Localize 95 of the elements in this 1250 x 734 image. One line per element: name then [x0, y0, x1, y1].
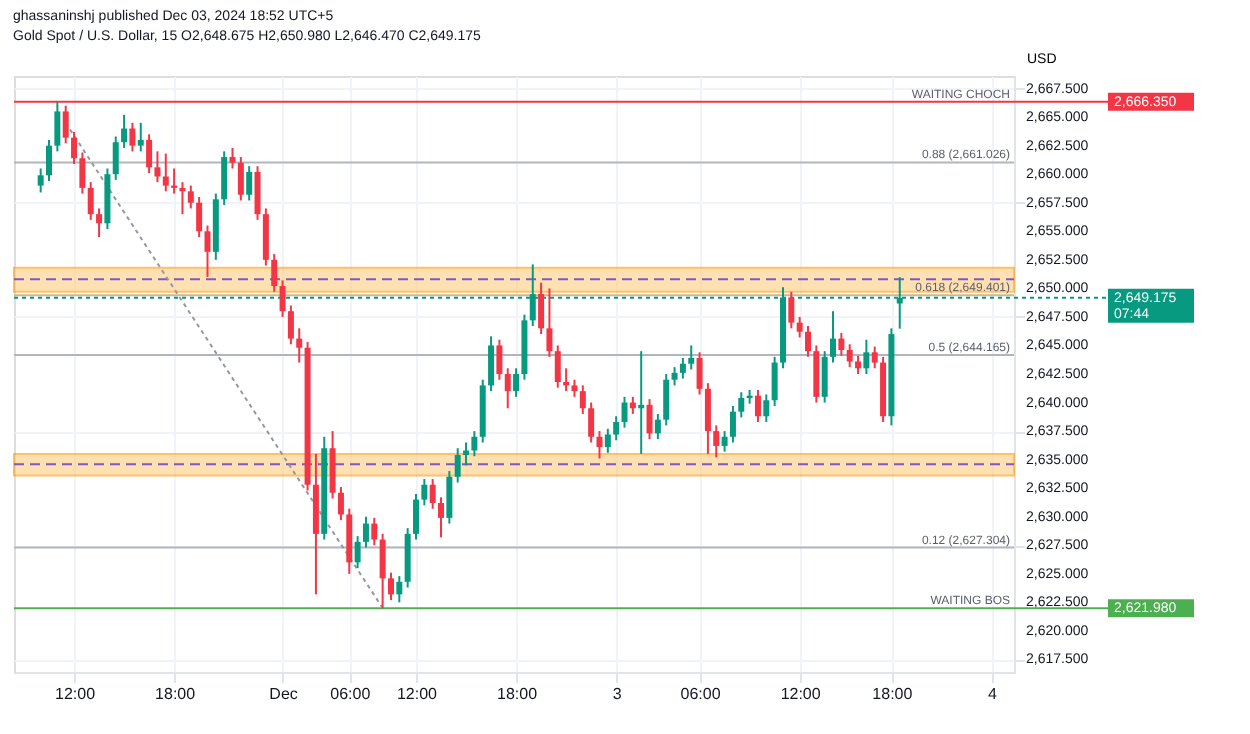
candlestick: [354, 535, 361, 570]
candlestick: [87, 181, 94, 221]
candlestick: [863, 338, 870, 375]
candlestick: [254, 165, 261, 221]
candlestick: [46, 138, 53, 183]
x-tick-label: 12:00: [780, 685, 822, 703]
candlestick: [371, 516, 378, 547]
candlestick: [771, 355, 778, 407]
x-tick-label: 12:00: [396, 685, 439, 703]
candlestick: [187, 184, 194, 210]
candlestick: [729, 404, 736, 444]
candlestick: [488, 335, 495, 393]
candlestick: [196, 196, 203, 238]
candlestick: [805, 325, 811, 358]
candlestick: [421, 478, 428, 507]
candlestick: [337, 486, 344, 522]
candlestick: [137, 121, 144, 153]
candlestick: [221, 150, 228, 207]
candlestick: [79, 151, 86, 195]
candlestick: [246, 165, 253, 202]
candlestick: [704, 382, 711, 455]
candlestick: [271, 253, 278, 293]
candlestick: [688, 344, 695, 371]
candlestick: [204, 224, 211, 278]
candlestick: [387, 571, 394, 602]
x-tick-label: 18:00: [155, 685, 197, 703]
candlestick: [54, 100, 61, 153]
candlestick: [763, 393, 770, 423]
candlestick: [37, 167, 44, 194]
candlestick: [754, 388, 761, 423]
candlestick: [604, 427, 611, 454]
candlestick: [846, 343, 853, 369]
candlestick: [721, 430, 728, 453]
candlestick: [504, 367, 511, 410]
candlestick: [671, 366, 678, 387]
candlestick: [871, 345, 878, 370]
candlestick: [554, 344, 561, 389]
candlestick: [679, 357, 686, 380]
candlestick: [154, 150, 161, 184]
candlestick: [813, 344, 820, 404]
candlestick: [696, 351, 703, 396]
candlestick: [596, 430, 603, 460]
candlestick: [838, 331, 845, 357]
x-tick-label: 12:00: [55, 685, 97, 703]
candlestick: [396, 575, 403, 604]
x-tick-label: 3: [612, 685, 623, 703]
candlestick: [346, 507, 353, 575]
candlestick: [663, 373, 670, 427]
candlestick: [438, 496, 445, 539]
candlestick: [738, 391, 745, 419]
x-tick-label: 18:00: [872, 685, 914, 703]
candlestick: [129, 121, 136, 153]
candlestick: [513, 367, 520, 398]
candlestick: [329, 430, 336, 500]
candlestick: [112, 135, 119, 181]
candlestick: [237, 156, 244, 202]
candlestick: [296, 327, 303, 364]
candlestick: [588, 401, 595, 444]
candlestick: [788, 290, 795, 330]
candlestick: [821, 350, 828, 404]
candlestick: [646, 398, 653, 441]
candlestick: [404, 527, 411, 589]
x-tick-label: 06:00: [680, 685, 722, 703]
candlestick: [379, 532, 386, 610]
candlestick: [796, 315, 803, 339]
candlestick: [538, 281, 545, 336]
candlestick: [454, 447, 461, 484]
candlestick: [287, 304, 294, 346]
x-tick-label: 18:00: [497, 685, 539, 703]
candlestick: [621, 395, 628, 429]
x-tick-label: 4: [988, 685, 999, 703]
candlestick: [830, 310, 837, 364]
candlestick: [162, 152, 169, 193]
candlestick: [446, 470, 453, 525]
candlestick: [96, 207, 103, 238]
candlestick: [855, 354, 862, 375]
candlestick: [654, 412, 661, 441]
candlestick: [279, 279, 286, 318]
candlestick: [362, 515, 369, 549]
candlestick: [262, 207, 269, 267]
candlestick: [146, 133, 153, 175]
x-tick-label: 06:00: [330, 685, 372, 703]
candlestick: [546, 287, 553, 358]
candlestick: [613, 415, 620, 442]
candlestick: [579, 384, 586, 415]
candlestick: [713, 424, 720, 459]
candlestick: [413, 492, 419, 541]
candlestick: [471, 430, 478, 458]
x-tick-label: Dec: [269, 685, 298, 703]
candlestick: [71, 130, 78, 165]
candlestick: [429, 478, 436, 510]
candlestick: [463, 441, 470, 467]
candlestick: [496, 338, 503, 381]
candlestick: [229, 146, 236, 170]
candlestick: [121, 113, 128, 149]
